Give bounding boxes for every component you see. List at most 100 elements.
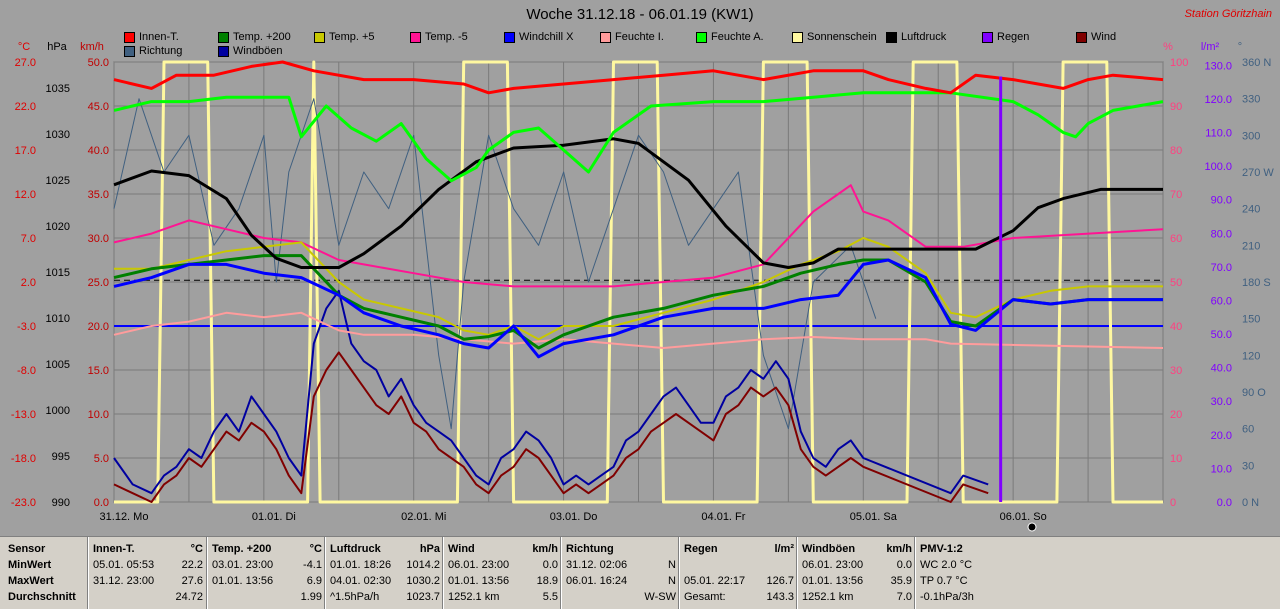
- stats-cell-label: 01.01. 13:56: [448, 575, 510, 587]
- day-label: 31.12. Mo: [100, 511, 149, 523]
- rain-unit-label: l/m²: [1201, 41, 1220, 53]
- percent-tick-label: 80: [1170, 145, 1182, 157]
- stats-column-unit: hPa: [419, 543, 440, 555]
- hpa-tick-label: 995: [52, 451, 70, 463]
- rain-tick-label: 10.0: [1211, 463, 1232, 475]
- rain-tick-label: 120.0: [1204, 94, 1232, 106]
- rain-tick-label: 40.0: [1211, 363, 1232, 375]
- percent-tick-label: 100: [1170, 57, 1188, 69]
- legend-item-innen-t-: Innen-T.: [124, 31, 179, 43]
- hpa-tick-label: 1015: [46, 267, 70, 279]
- legend-label: Sonnenschein: [807, 31, 877, 43]
- stats-column-pmv-1-2: PMV-1:2 WC 2.0 °C TP 0.7 °C -0.1hPa/3h: [920, 541, 1030, 605]
- stats-cell-label: 1252.1 km: [448, 591, 500, 603]
- legend-item-feuchte-i-: Feuchte I.: [600, 31, 664, 43]
- stats-column-name: Temp. +200: [212, 543, 272, 555]
- percent-tick-label: 90: [1170, 101, 1182, 113]
- stats-cell-value: N: [668, 575, 676, 587]
- stats-separator: [560, 537, 562, 609]
- kmh-tick-label: 30.0: [88, 233, 109, 245]
- stats-column-innen-t-: Innen-T. °C 05.01. 05:53 22.2 31.12. 23:00 27…: [93, 541, 203, 605]
- kmh-tick-label: 35.0: [88, 189, 109, 201]
- percent-unit-label: %: [1163, 41, 1173, 53]
- direction-tick-label: 60: [1242, 424, 1254, 436]
- celsius-unit-label: °C: [18, 41, 30, 53]
- stats-column-name: Windböen: [802, 543, 856, 555]
- stats-separator: [206, 537, 208, 609]
- kmh-tick-label: 20.0: [88, 321, 109, 333]
- legend-item-regen: Regen: [982, 31, 1029, 43]
- celsius-tick-label: -23.0: [11, 497, 36, 509]
- legend-swatch: [982, 31, 993, 43]
- stats-column-unit: km/h: [532, 543, 558, 555]
- stats-separator: [796, 537, 798, 609]
- legend-item-sonnenschein: Sonnenschein: [792, 31, 877, 43]
- direction-tick-label: 330: [1242, 94, 1260, 106]
- direction-tick-label: 240: [1242, 204, 1260, 216]
- direction-tick-label: 270 W: [1242, 167, 1274, 179]
- legend-label: Temp. -5: [425, 31, 468, 43]
- stats-column-unit: °C: [190, 543, 203, 555]
- stats-cell-value: 0.0: [542, 559, 558, 571]
- stats-cell-label: 05.01. 05:53: [93, 559, 155, 571]
- percent-tick-label: 40: [1170, 321, 1182, 333]
- hpa-tick-label: 1005: [46, 359, 70, 371]
- legend-label: Feuchte I.: [615, 31, 664, 43]
- stats-separator: [324, 537, 326, 609]
- kmh-tick-label: 5.0: [94, 453, 109, 465]
- stats-column-windb-en: Windböen km/h 06.01. 23:00 0.0 01.01. 13:56 3…: [802, 541, 912, 605]
- series-line-feuchte-i-: [113, 311, 1164, 349]
- percent-tick-label: 10: [1170, 453, 1182, 465]
- legend-item-luftdruck: Luftdruck: [886, 31, 946, 43]
- rain-tick-label: 20.0: [1211, 430, 1232, 442]
- legend-swatch: [314, 31, 325, 43]
- kmh-tick-label: 10.0: [88, 409, 109, 421]
- stats-cell-label: 31.12. 02:06: [566, 559, 628, 571]
- series-line-windb-en: [113, 289, 989, 495]
- stats-cell-value: 22.2: [181, 559, 203, 571]
- direction-tick-label: 0 N: [1242, 497, 1259, 509]
- rain-tick-label: 30.0: [1211, 396, 1232, 408]
- stats-cell-label: 31.12. 23:00: [93, 575, 155, 587]
- day-label: 01.01. Di: [252, 511, 296, 523]
- series-line-temp-200: [113, 254, 1163, 350]
- legend-label: Windchill X: [519, 31, 574, 43]
- legend-swatch: [504, 31, 515, 43]
- stats-cell-value: 143.3: [766, 591, 794, 603]
- stats-cell-label: 06.01. 23:00: [802, 559, 864, 571]
- kmh-tick-label: 40.0: [88, 145, 109, 157]
- direction-tick-label: 30: [1242, 460, 1254, 472]
- rain-tick-label: 60.0: [1211, 295, 1232, 307]
- series-line-sonnenschein: [114, 60, 1163, 504]
- celsius-tick-label: -13.0: [11, 409, 36, 421]
- percent-tick-label: 70: [1170, 189, 1182, 201]
- stats-cell-value: 1023.7: [406, 591, 440, 603]
- legend-swatch: [886, 31, 897, 43]
- legend-item-temp-5: Temp. +5: [314, 31, 375, 43]
- weather-chart: °C hPa km/h% l/m² ° 27.0 22.0 17.0 12.0 7.0 2.0 -3.…: [11, 41, 1274, 532]
- hpa-tick-label: 1025: [46, 175, 70, 187]
- celsius-tick-label: 22.0: [15, 101, 36, 113]
- direction-tick-label: 300: [1242, 130, 1260, 142]
- series-line-innen-t-: [113, 60, 1164, 95]
- direction-tick-label: 180 S: [1242, 277, 1271, 289]
- celsius-tick-label: 17.0: [15, 145, 36, 157]
- hpa-tick-label: 1035: [46, 83, 70, 95]
- stats-separator: [678, 537, 680, 609]
- direction-tick-label: 210: [1242, 240, 1260, 252]
- legend-item-temp-5: Temp. -5: [410, 31, 468, 43]
- stats-column-unit: °C: [309, 543, 322, 555]
- legend-label: Innen-T.: [139, 31, 179, 43]
- day-label: 04.01. Fr: [701, 511, 745, 523]
- direction-tick-label: 150: [1242, 314, 1260, 326]
- stats-cell-label: 01.01. 13:56: [212, 575, 274, 587]
- hpa-tick-label: 1010: [46, 313, 70, 325]
- stats-cell-label: -0.1hPa/3h: [920, 591, 974, 603]
- stats-column-name: Innen-T.: [93, 543, 135, 555]
- stats-row-label: MinWert: [8, 559, 52, 571]
- celsius-tick-label: 7.0: [21, 233, 36, 245]
- stats-cell-value: 1014.2: [406, 559, 440, 571]
- kmh-unit-label: km/h: [80, 41, 104, 53]
- hpa-tick-label: 1000: [46, 405, 70, 417]
- legend-swatch: [792, 31, 803, 43]
